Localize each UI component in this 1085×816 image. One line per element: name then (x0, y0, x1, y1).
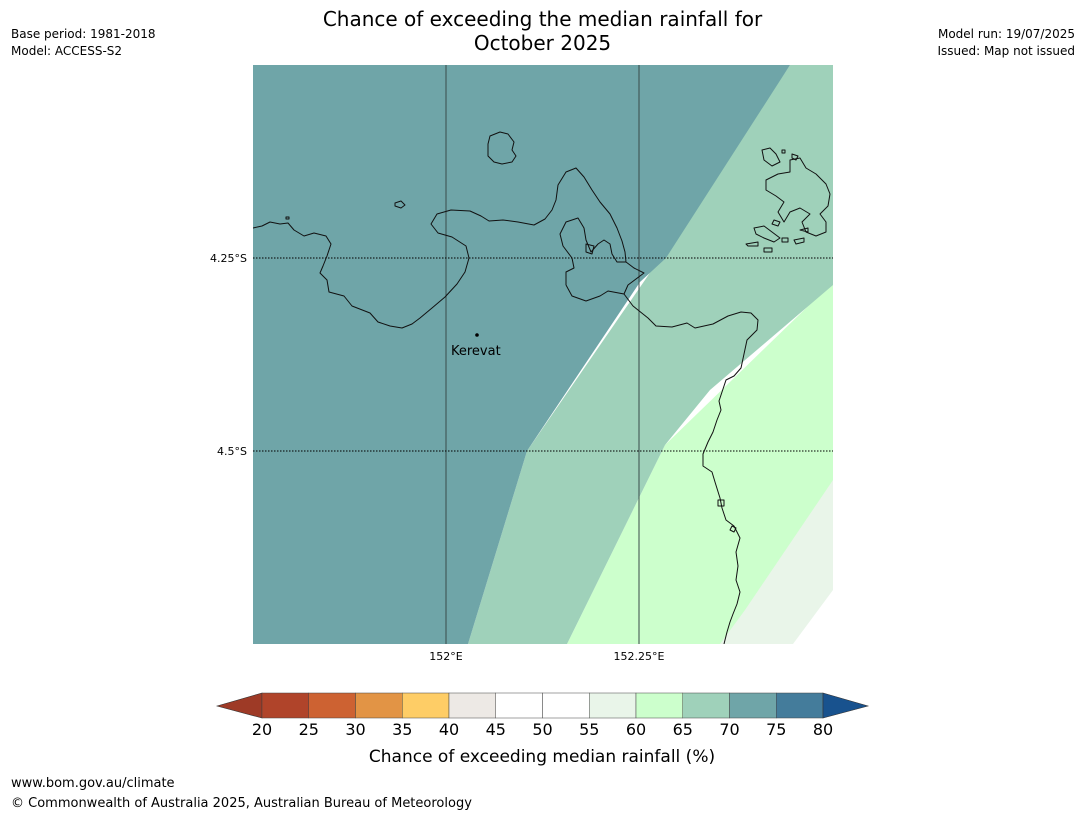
map-area: Kerevat (253, 65, 833, 644)
colorbar-tick-label: 50 (532, 720, 552, 739)
base-period-text: Base period: 1981-2018 (11, 27, 156, 41)
lat-label-4-5: 4.5°S (217, 445, 247, 458)
zone-70-75 (253, 65, 790, 644)
colorbar-over-arrow (822, 692, 870, 719)
footer-url[interactable]: www.bom.gov.au/climate (11, 776, 175, 791)
lon-label-152: 152°E (429, 650, 462, 663)
zone-65-70 (468, 65, 833, 644)
colorbar-tick-label: 75 (766, 720, 786, 739)
colorbar-segment (448, 692, 496, 719)
colorbar-segment (261, 692, 309, 719)
colorbar-segment (402, 692, 450, 719)
lat-label-4-25: 4.25°S (210, 252, 247, 265)
zone-60-65 (567, 282, 833, 644)
footer: www.bom.gov.au/climate © Commonwealth of… (11, 775, 472, 812)
colorbar-segment (542, 692, 590, 719)
colorbar-tick-label: 65 (673, 720, 693, 739)
colorbar-tick-label: 35 (392, 720, 412, 739)
coastline (253, 131, 831, 644)
colorbar-tick-label: 70 (719, 720, 739, 739)
colorbar-segment (682, 692, 730, 719)
colorbar-segment (729, 692, 777, 719)
colorbar-tick-label: 80 (813, 720, 833, 739)
issued-text: Issued: Map not issued (937, 44, 1075, 58)
header-right-meta: Model run: 19/07/2025 Issued: Map not is… (937, 26, 1075, 60)
lon-label-152-25: 152.25°E (614, 650, 665, 663)
colorbar-tick-label: 55 (579, 720, 599, 739)
model-run-text: Model run: 19/07/2025 (937, 27, 1075, 41)
colorbar-segment (495, 692, 543, 719)
colorbar-tick-label: 30 (345, 720, 365, 739)
kerevat-marker-icon (475, 333, 479, 337)
colorbar-tick-label: 25 (299, 720, 319, 739)
footer-copyright: © Commonwealth of Australia 2025, Austra… (11, 796, 472, 811)
colorbar-tick-label: 60 (626, 720, 646, 739)
colorbar-segment (589, 692, 637, 719)
colorbar-under-arrow (215, 692, 263, 719)
colorbar-segments (261, 692, 824, 719)
colorbar-tick-label: 20 (252, 720, 272, 739)
model-text: Model: ACCESS-S2 (11, 44, 123, 58)
colorbar-ticks: 20 25 30 35 40 45 50 55 60 65 70 75 80 (252, 720, 833, 739)
colorbar-tick-label: 40 (439, 720, 459, 739)
page-title: Chance of exceeding the median rainfall … (240, 7, 845, 55)
kerevat-label: Kerevat (451, 344, 501, 359)
colorbar-segment (776, 692, 824, 719)
colorbar-label: Chance of exceeding median rainfall (%) (369, 747, 715, 767)
header-left-meta: Base period: 1981-2018 Model: ACCESS-S2 (11, 26, 156, 60)
colorbar-segment (635, 692, 683, 719)
title-line-1: Chance of exceeding the median rainfall … (322, 7, 763, 31)
colorbar-segment (308, 692, 356, 719)
colorbar: 20 25 30 35 40 45 50 55 60 65 70 75 80 Chance of exc… (215, 692, 870, 767)
colorbar-tick-label: 45 (486, 720, 506, 739)
colorbar-segment (355, 692, 403, 719)
title-line-2: October 2025 (473, 31, 612, 55)
